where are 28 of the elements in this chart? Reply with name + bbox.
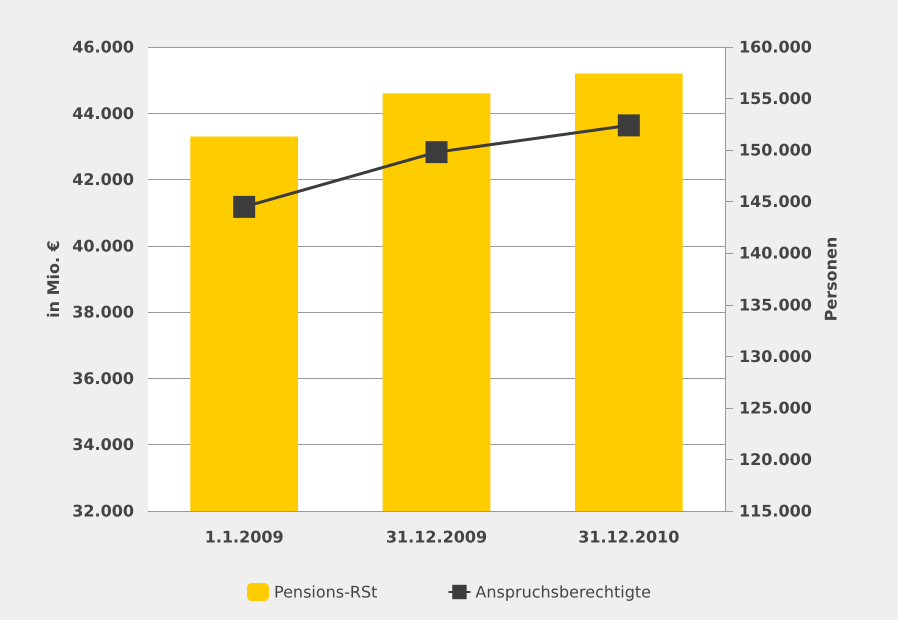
y-tick-label: 46.000 <box>72 38 134 56</box>
point <box>426 141 448 164</box>
point <box>618 114 640 136</box>
y-tick-label: 44.000 <box>72 104 134 123</box>
y2-tick-label: 160.000 <box>739 38 812 56</box>
y2-axis-title: Personen <box>821 236 840 322</box>
y-tick-label: 42.000 <box>72 170 134 190</box>
y2-tick-label: 120.000 <box>739 450 812 469</box>
y2-tick-label: 130.000 <box>739 346 812 366</box>
y2-tick-label: 150.000 <box>739 140 812 160</box>
y-axis-title: in Mio. € <box>44 240 63 318</box>
x-tick-label: 31.12.2009 <box>386 528 488 546</box>
x-tick-label: 31.12.2010 <box>578 528 680 546</box>
y2-tick-label: 140.000 <box>739 244 812 263</box>
y2-tick-label: 125.000 <box>739 398 812 418</box>
point <box>233 196 256 218</box>
y2-tick-label: 115.000 <box>739 502 812 520</box>
y-tick-label: 34.000 <box>72 435 134 454</box>
legend-label: Anspruchsberechtigte <box>475 582 652 602</box>
y2-tick-label: 155.000 <box>739 89 812 108</box>
y-tick-label: 38.000 <box>72 302 134 322</box>
y-tick-label: 40.000 <box>72 236 134 256</box>
y-tick-label: 32.000 <box>72 502 134 520</box>
y2-tick-label: 145.000 <box>739 192 812 212</box>
x-tick-label: 1.1.2009 <box>204 528 284 546</box>
legend-label: Pensions-RSt <box>274 582 378 602</box>
y2-tick-label: 135.000 <box>739 295 812 314</box>
y-tick-label: 36.000 <box>72 368 134 388</box>
